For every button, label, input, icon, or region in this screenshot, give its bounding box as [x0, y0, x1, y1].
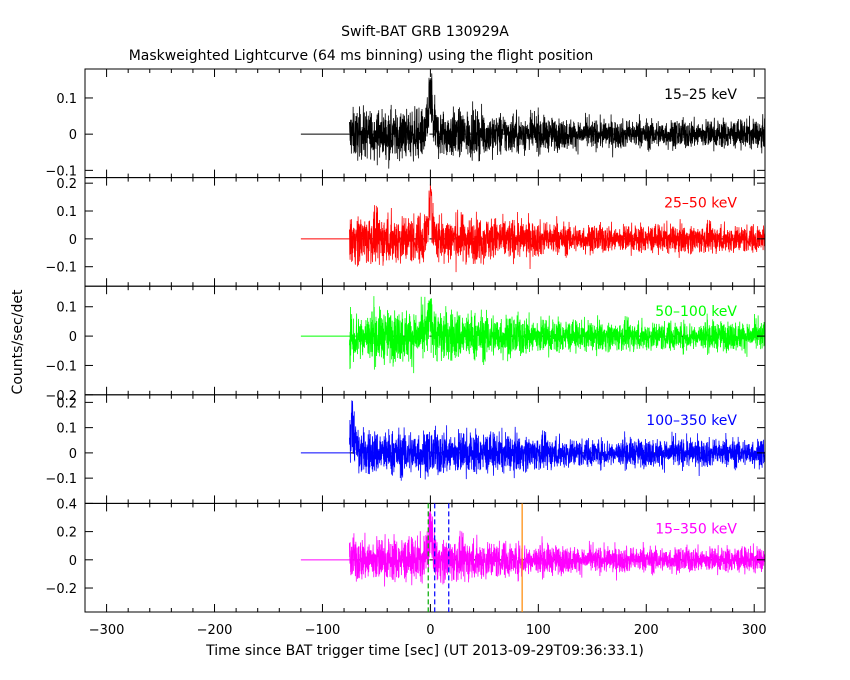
panel-2: −0.1 0 0.1 0.2 25–50 keV — [45, 177, 766, 287]
y-tick-label: 0.4 — [56, 497, 77, 512]
panel-4: −0.1 0 0.1 0.2 100–350 keV — [45, 394, 766, 504]
y-tick-label: 0 — [69, 330, 77, 345]
band-label: 100–350 keV — [646, 413, 737, 429]
y-tick-label: 0 — [69, 233, 77, 248]
y-tick-label: −0.1 — [45, 164, 77, 179]
y-tick-label: −0.2 — [45, 389, 77, 404]
y-tick-label: 0.2 — [56, 396, 77, 411]
series-15-25-kev — [349, 73, 765, 169]
x-tick-label: −100 — [305, 623, 341, 638]
x-axis-label: Time since BAT trigger time [sec] (UT 20… — [205, 643, 644, 659]
y-tick-label: 0.1 — [56, 92, 77, 107]
y-tick-label: 0 — [69, 128, 77, 143]
y-tick-label: −0.1 — [45, 472, 77, 487]
y-tick-label: −0.1 — [45, 359, 77, 374]
series-100-350-kev — [349, 400, 765, 481]
x-axis: −300 −200 −100 0 100 200 300 — [89, 623, 767, 638]
x-tick-label: −200 — [197, 623, 233, 638]
band-label: 15–350 keV — [655, 521, 737, 537]
y-tick-label: 0 — [69, 447, 77, 462]
series-25-50-kev — [349, 184, 765, 273]
y-tick-label: 0 — [69, 554, 77, 569]
chart-title: Swift-BAT GRB 130929A — [341, 24, 509, 40]
trigger-markers — [427, 503, 523, 612]
series-15-350-kev — [349, 509, 765, 587]
panel-5: −0.2 0 0.2 0.4 15–350 keV — [45, 497, 766, 613]
x-tick-label: −300 — [89, 623, 125, 638]
panel-3: −0.2 −0.1 0 0.1 50–100 keV — [45, 285, 766, 404]
y-tick-label: 0.2 — [56, 526, 77, 541]
y-tick-label: 0.1 — [56, 422, 77, 437]
y-tick-label: −0.1 — [45, 261, 77, 276]
x-tick-label: 300 — [742, 623, 767, 638]
band-label: 25–50 keV — [664, 196, 737, 212]
panel-1: −0.1 0 0.1 15–25 keV — [45, 68, 766, 179]
panels: −0.100.1 15–25 keV−0.100.10.225–50 keV−0.… — [45, 68, 766, 613]
x-tick-label: 200 — [634, 623, 659, 638]
band-label: 50–100 keV — [655, 304, 737, 320]
y-tick-label: −0.2 — [45, 582, 77, 597]
band-label: 15–25 keV — [664, 87, 737, 103]
x-tick-label: 100 — [526, 623, 551, 638]
x-tick-label: 0 — [426, 623, 434, 638]
y-tick-label: 0.1 — [56, 205, 77, 220]
y-tick-label: 0.2 — [56, 177, 77, 192]
series-50-100-kev — [349, 296, 765, 374]
panel-frame — [84, 502, 766, 613]
y-axis-label: Counts/sec/det — [10, 289, 26, 394]
y-tick-label: 0.1 — [56, 301, 77, 316]
chart-subtitle: Maskweighted Lightcurve (64 ms binning) … — [129, 48, 594, 64]
